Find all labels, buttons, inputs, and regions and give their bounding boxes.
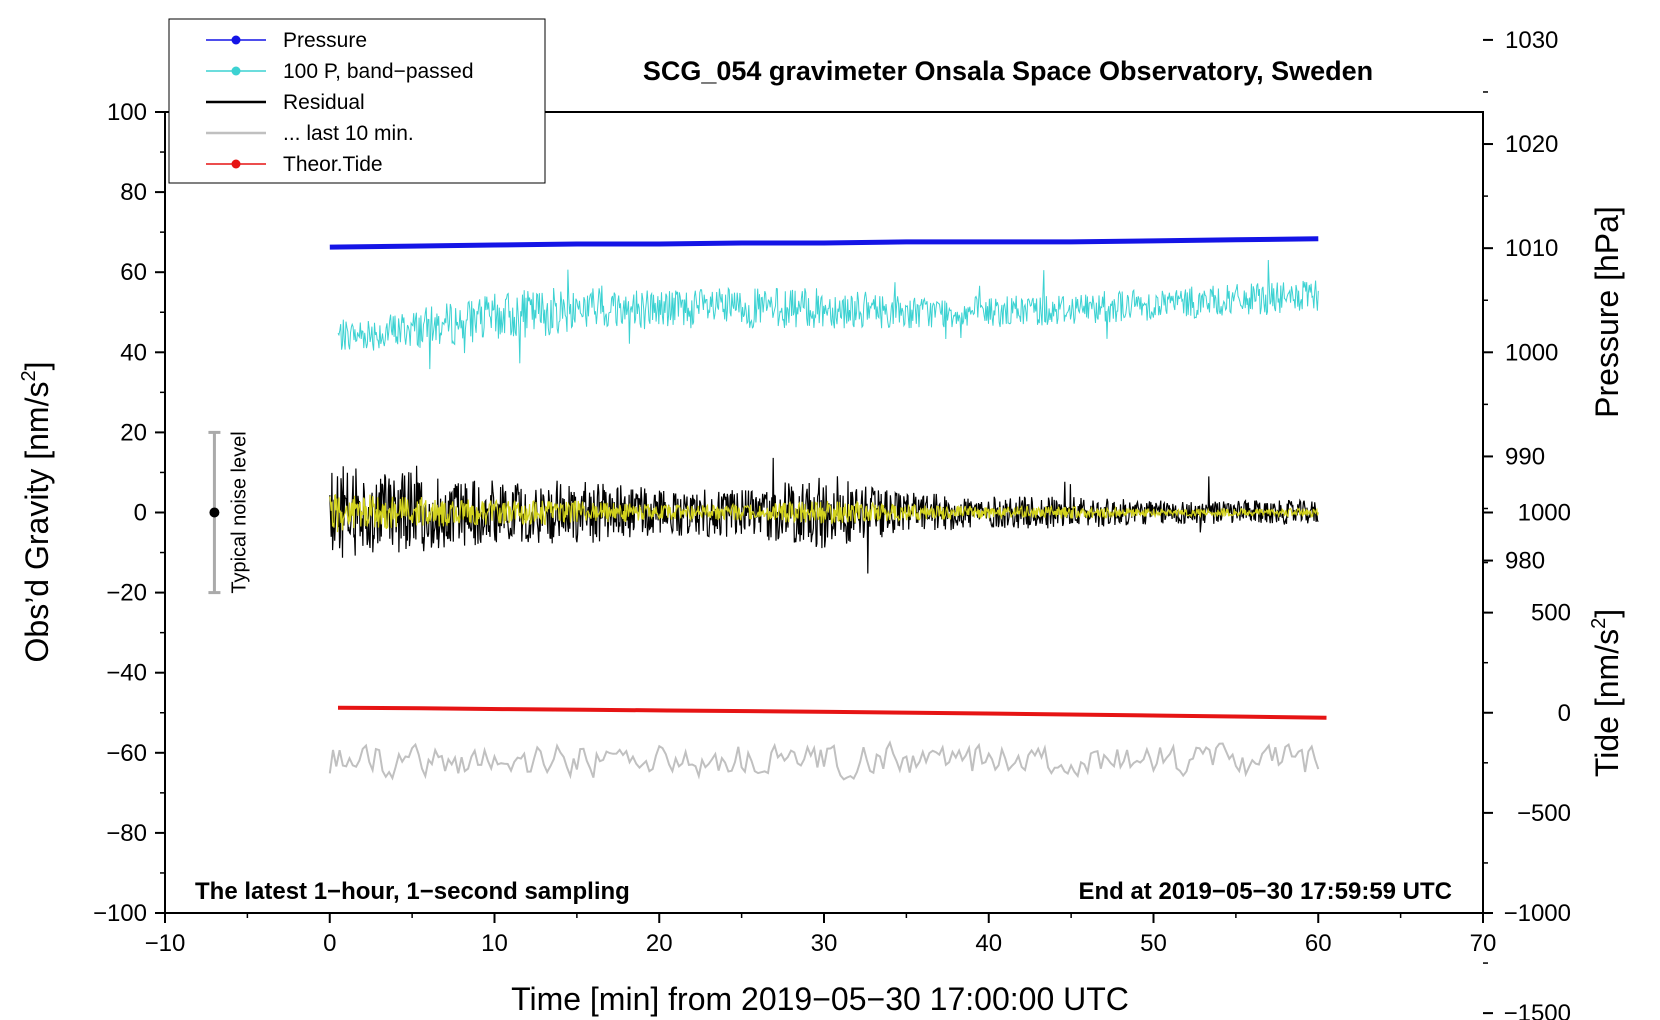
legend-items: Pressure 100 P, band−passed Residual ... la… — [206, 29, 474, 176]
legend-marker — [231, 159, 241, 169]
chart-title: SCG_054 gravimeter Onsala Space Observat… — [643, 56, 1373, 86]
noise-center-dot — [209, 507, 220, 518]
x-tick-label: −10 — [145, 930, 186, 957]
y-tick-label: −80 — [106, 820, 147, 847]
tide-tick-label: 1000 — [1518, 500, 1571, 527]
tide-tick-label: −1000 — [1504, 900, 1571, 927]
series-layer — [328, 236, 1327, 781]
noise-bar: Typical noise level — [208, 430, 250, 595]
x-tick-label: 50 — [1140, 930, 1167, 957]
x-tick-label: 70 — [1470, 930, 1497, 957]
series-residual-filtered — [329, 493, 1319, 533]
x-tick-label: 10 — [481, 930, 508, 957]
ticks-layer: −10 0 10 20 30 40 50 60 70−100−80−60−40−20020406… — [93, 27, 1571, 1020]
y-tick-label: 0 — [134, 500, 147, 527]
y-axis-title-tide-close: ] — [1589, 609, 1625, 618]
tide-tick-label: −500 — [1517, 800, 1571, 827]
y-tick-label: 80 — [120, 179, 147, 206]
legend-marker — [231, 66, 241, 76]
x-tick-label: 40 — [975, 930, 1002, 957]
footer-left: The latest 1−hour, 1−second sampling — [195, 878, 630, 905]
y-axis-title-left-sup: 2 — [18, 370, 40, 381]
y-axis-title-tide: Tide [nm/s2] — [1588, 609, 1625, 777]
legend-label: Theor.Tide — [283, 153, 383, 176]
x-tick-label: 60 — [1305, 930, 1332, 957]
y-tick-label: −20 — [106, 580, 147, 607]
y-tick-label: −40 — [106, 660, 147, 687]
y-axis-title-left: Obs’d Gravity [nm/s2] — [18, 362, 55, 663]
y-tick-label: 40 — [120, 339, 147, 366]
series-theor-tide — [337, 705, 1327, 720]
y-axis-title-tide-main: Tide [nm/s — [1589, 629, 1625, 777]
y-tick-label: 60 — [120, 259, 147, 286]
pressure-tick-label: 1010 — [1505, 235, 1558, 262]
series-bandpassed — [337, 259, 1319, 370]
x-tick-label: 20 — [646, 930, 673, 957]
noise-label: Typical noise level — [228, 431, 250, 593]
y-tick-label: 20 — [120, 419, 147, 446]
y-axis-title-left-main: Obs’d Gravity [nm/s — [19, 382, 55, 663]
footer-right: End at 2019−05−30 17:59:59 UTC — [1078, 878, 1452, 905]
x-axis-title: Time [min] from 2019−05−30 17:00:00 UTC — [511, 981, 1129, 1017]
pressure-tick-label: 990 — [1505, 443, 1545, 470]
y-axis-title-left-close: ] — [19, 362, 55, 371]
legend-label: 100 P, band−passed — [283, 60, 474, 83]
legend-label: Residual — [283, 91, 365, 114]
series-last-10-min — [328, 740, 1320, 781]
tide-tick-label: 500 — [1531, 600, 1571, 627]
y-axis-title-tide-sup: 2 — [1588, 618, 1610, 629]
y-axis-title-pressure: Pressure [hPa] — [1589, 206, 1625, 418]
pressure-tick-label: 1000 — [1505, 339, 1558, 366]
series-pressure — [329, 236, 1319, 250]
y-tick-label: −100 — [93, 900, 147, 927]
y-tick-label: 100 — [107, 99, 147, 126]
x-tick-label: 0 — [323, 930, 336, 957]
y-tick-label: −60 — [106, 740, 147, 767]
tide-tick-label: −1500 — [1504, 1000, 1571, 1020]
legend: Pressure 100 P, band−passed Residual ... la… — [168, 18, 546, 184]
legend-label: Pressure — [283, 29, 367, 52]
pressure-tick-label: 1020 — [1505, 131, 1558, 158]
legend-marker — [231, 35, 241, 45]
x-tick-label: 30 — [811, 930, 838, 957]
pressure-tick-label: 980 — [1505, 548, 1545, 575]
pressure-tick-label: 1030 — [1505, 27, 1558, 54]
legend-label: ... last 10 min. — [283, 122, 414, 145]
tide-tick-label: 0 — [1558, 700, 1571, 727]
